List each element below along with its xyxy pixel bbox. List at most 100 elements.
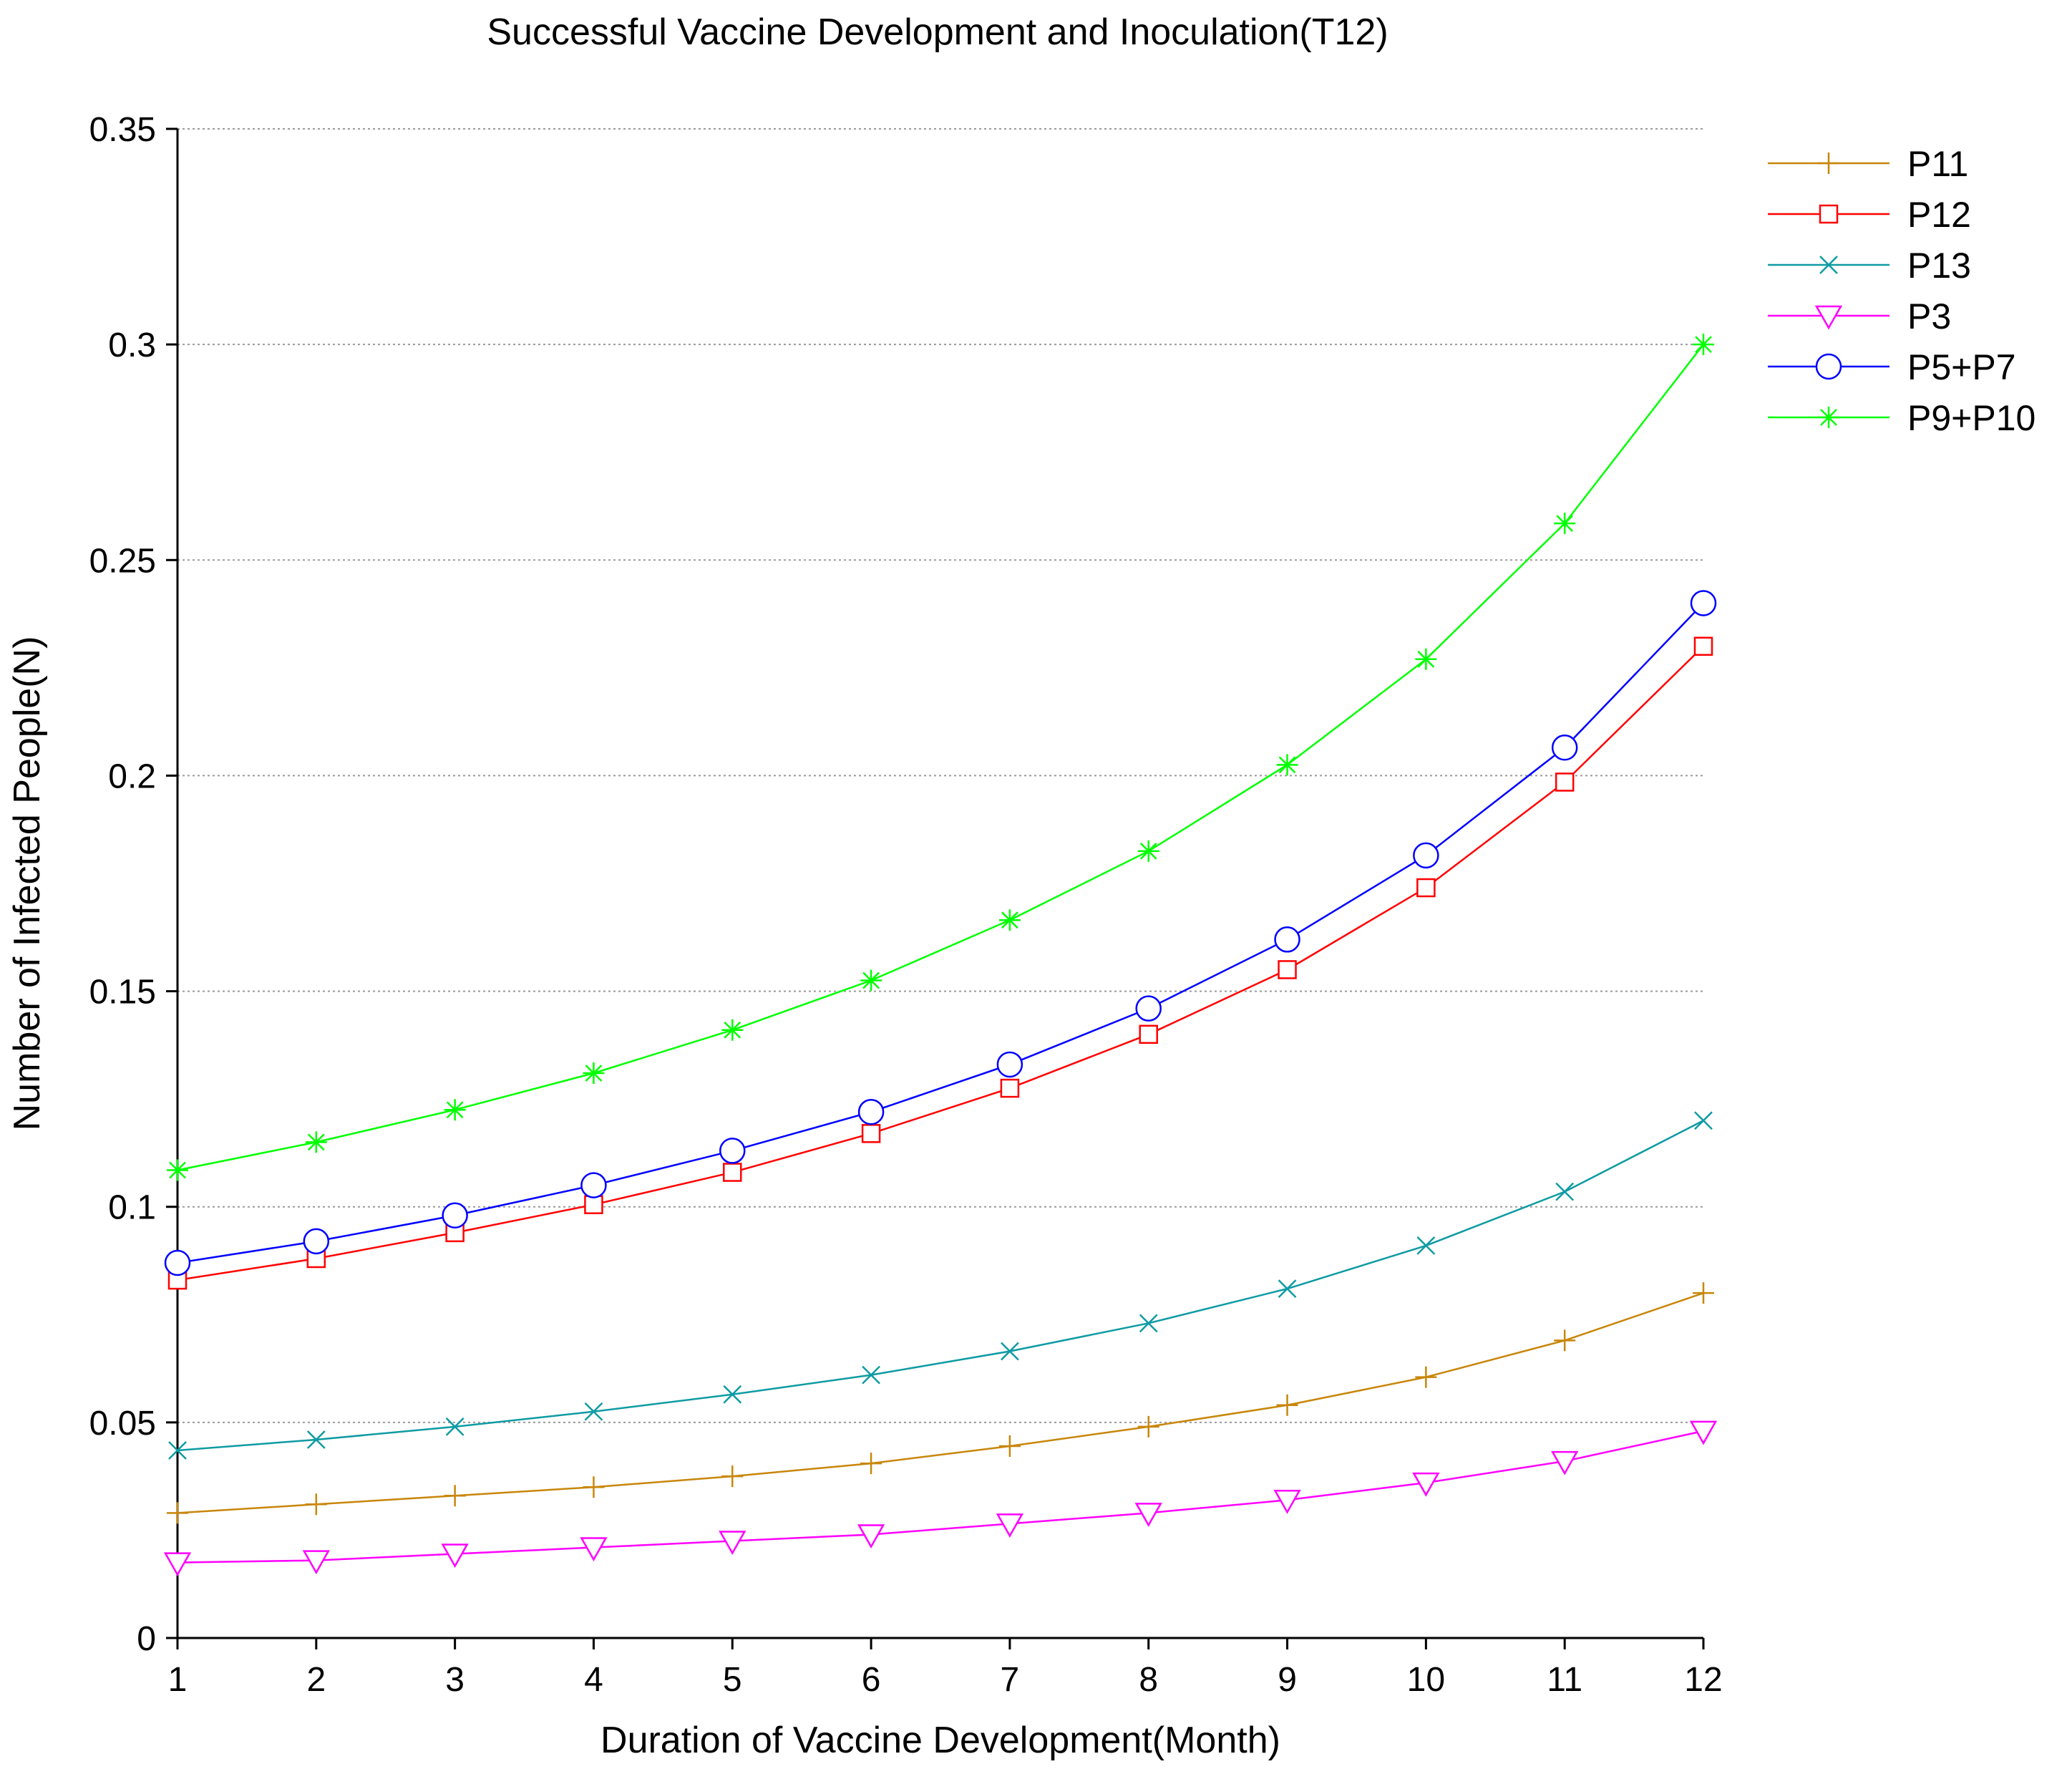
data-point-p9-p10 <box>444 1099 466 1121</box>
marker-triangle-shape <box>1273 1490 1301 1514</box>
marker-triangle-shape <box>1689 1420 1718 1445</box>
marker-asterisk-shape <box>583 1062 605 1085</box>
data-point-p9-p10 <box>1137 840 1159 862</box>
marker-x-shape <box>584 1402 603 1421</box>
x-tick-label: 2 <box>306 1661 326 1699</box>
marker-circle-shape <box>996 1051 1023 1078</box>
series-line-p5-p7 <box>177 602 1704 1264</box>
marker-triangle-shape <box>996 1513 1024 1538</box>
data-point-p3 <box>1412 1472 1440 1497</box>
marker-triangle-shape <box>1814 305 1843 330</box>
y-tick-label: 0.1 <box>108 1189 156 1227</box>
data-point-p11 <box>1415 1366 1437 1388</box>
series-line-p12 <box>177 645 1704 1281</box>
marker-triangle-shape <box>1134 1503 1162 1527</box>
data-point-p12 <box>1000 1078 1020 1098</box>
series-line-p9-p10 <box>177 344 1704 1171</box>
legend-item-p12: P12 <box>1768 195 1971 235</box>
marker-circle-shape <box>1413 842 1439 869</box>
marker-x-shape <box>1278 1279 1297 1299</box>
x-tick-label: 10 <box>1407 1661 1445 1699</box>
marker-plus-shape <box>1818 152 1839 174</box>
data-point-p12 <box>723 1163 742 1182</box>
data-point-p12 <box>861 1124 881 1143</box>
marker-circle-shape <box>1815 353 1842 380</box>
data-point-p11 <box>1276 1394 1298 1416</box>
legend-marker <box>1818 152 1839 174</box>
marker-asterisk-shape <box>444 1099 466 1121</box>
data-point-p13 <box>1416 1236 1436 1255</box>
data-point-p13 <box>1278 1279 1297 1299</box>
marker-asterisk-shape <box>998 909 1021 931</box>
data-point-p3 <box>1689 1420 1718 1445</box>
marker-circle-shape <box>1274 926 1300 953</box>
data-point-p11 <box>583 1476 605 1498</box>
marker-asterisk-shape <box>1818 407 1839 428</box>
legend-marker <box>1819 204 1839 224</box>
x-tick-label: 3 <box>445 1661 465 1699</box>
series-line-p3 <box>177 1430 1704 1564</box>
series-p11 <box>167 1282 1714 1524</box>
data-point-p13 <box>306 1430 326 1449</box>
data-point-p9-p10 <box>583 1062 605 1085</box>
data-point-p9-p10 <box>1415 648 1437 670</box>
data-point-p5-p7 <box>1551 735 1578 761</box>
data-point-p12 <box>1139 1024 1158 1045</box>
marker-asterisk-shape <box>1554 513 1576 535</box>
series-p12 <box>167 636 1713 1290</box>
series-line-p11 <box>177 1291 1704 1514</box>
data-point-p9-p10 <box>1276 754 1298 776</box>
data-point-p9-p10 <box>860 969 882 992</box>
data-point-p11 <box>1554 1329 1576 1352</box>
data-point-p13 <box>1694 1111 1713 1130</box>
data-point-p5-p7 <box>1690 590 1717 616</box>
x-tick-label: 12 <box>1684 1661 1722 1699</box>
x-tick-label: 11 <box>1547 1661 1582 1699</box>
marker-plus-shape <box>1276 1394 1298 1416</box>
data-point-p11 <box>860 1453 882 1475</box>
axes <box>176 129 1703 1639</box>
x-axis-title: Duration of Vaccine Development(Month) <box>600 1720 1280 1761</box>
marker-triangle-shape <box>719 1531 746 1556</box>
data-point-p5-p7 <box>303 1228 330 1255</box>
marker-x-shape <box>1819 256 1838 274</box>
data-point-p5-p7 <box>719 1138 746 1164</box>
data-point-p13 <box>584 1402 603 1421</box>
marker-asterisk-shape <box>305 1131 327 1153</box>
data-point-p12 <box>1693 636 1713 656</box>
legend-marker <box>1815 353 1842 380</box>
legend-item-p11: P11 <box>1768 144 1968 184</box>
marker-asterisk-shape <box>1415 648 1437 670</box>
legend-item-p13: P13 <box>1768 246 1971 286</box>
data-point-p11 <box>1137 1415 1159 1438</box>
data-point-p3 <box>163 1552 192 1577</box>
marker-triangle-shape <box>1551 1450 1579 1475</box>
marker-x-shape <box>862 1365 880 1385</box>
marker-triangle-shape <box>302 1550 330 1575</box>
y-axis-title: Number of Infected People(N) <box>6 636 48 1131</box>
marker-x-shape <box>1555 1182 1575 1201</box>
marker-triangle-shape <box>857 1524 885 1549</box>
data-point-p9-p10 <box>998 909 1021 931</box>
data-point-p9-p10 <box>167 1159 188 1181</box>
x-axis-ticks: 1 2 3 4 5 6 7 8 9 10 11 12 <box>168 1638 1723 1699</box>
data-point-p5-p7 <box>996 1051 1023 1078</box>
legend: P11 P12 P13 P3 P5+P7 P9+P10 <box>1768 144 2035 438</box>
marker-circle-shape <box>1551 735 1578 761</box>
marker-square-shape <box>861 1124 881 1143</box>
series-p3 <box>163 1420 1718 1577</box>
x-tick-label: 6 <box>862 1661 881 1699</box>
x-tick-label: 4 <box>584 1661 603 1699</box>
marker-plus-shape <box>167 1502 188 1524</box>
data-point-p5-p7 <box>442 1202 468 1229</box>
legend-label: P12 <box>1907 195 1971 235</box>
legend-label: P3 <box>1907 296 1951 336</box>
marker-circle-shape <box>303 1228 330 1255</box>
data-point-p13 <box>168 1441 187 1460</box>
data-point-p5-p7 <box>580 1172 607 1198</box>
marker-triangle-shape <box>163 1552 192 1577</box>
data-point-p3 <box>1273 1490 1301 1514</box>
marker-circle-shape <box>719 1138 746 1164</box>
marker-x-shape <box>1694 1111 1713 1130</box>
